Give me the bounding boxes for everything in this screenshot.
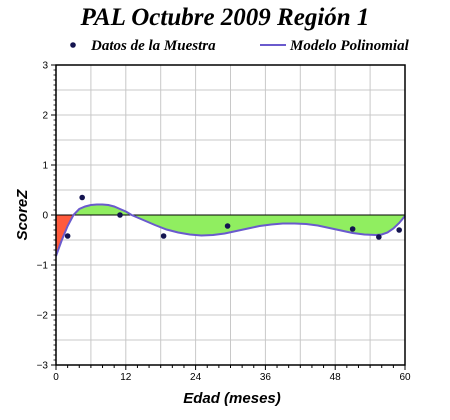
legend-label-datos: Datos de la Muestra bbox=[90, 38, 216, 54]
data-point bbox=[160, 233, 167, 239]
data-point bbox=[64, 233, 71, 239]
y-tick-label: 0 bbox=[42, 211, 48, 222]
chart-title: PAL Octubre 2009 Región 1 bbox=[80, 4, 370, 31]
y-tick-label: 3 bbox=[42, 61, 48, 72]
y-axis-title: ScoreZ bbox=[14, 189, 31, 241]
x-tick-label: 12 bbox=[120, 372, 132, 383]
y-tick-label: 1 bbox=[42, 161, 48, 172]
y-tick-label: 2 bbox=[42, 111, 48, 122]
legend-marker-datos bbox=[70, 42, 76, 48]
data-point bbox=[79, 194, 85, 201]
series-points-layer bbox=[64, 194, 402, 240]
x-tick-label: 0 bbox=[53, 372, 59, 383]
y-tick-label: −1 bbox=[37, 261, 49, 272]
area-below-zero bbox=[56, 215, 74, 256]
data-point bbox=[224, 223, 231, 229]
x-tick-label: 48 bbox=[330, 372, 342, 383]
x-tick-label: 60 bbox=[399, 372, 411, 383]
area-above-zero bbox=[73, 204, 405, 236]
legend: Datos de la Muestra Modelo Polinomial bbox=[70, 38, 410, 54]
y-tick-label: −2 bbox=[37, 311, 49, 322]
data-point bbox=[349, 226, 356, 232]
legend-label-modelo: Modelo Polinomial bbox=[289, 38, 410, 54]
y-tick-label: −3 bbox=[37, 361, 49, 372]
x-tick-label: 24 bbox=[190, 372, 202, 383]
series-line-modelo-polinomial bbox=[55, 203, 406, 257]
x-axis-title: Edad (meses) bbox=[183, 390, 281, 407]
area-fills bbox=[56, 204, 405, 256]
series-line-layer bbox=[55, 203, 406, 257]
x-tick-label: 36 bbox=[260, 372, 272, 383]
data-point bbox=[117, 212, 123, 218]
data-point bbox=[376, 234, 382, 240]
data-point bbox=[396, 227, 402, 233]
